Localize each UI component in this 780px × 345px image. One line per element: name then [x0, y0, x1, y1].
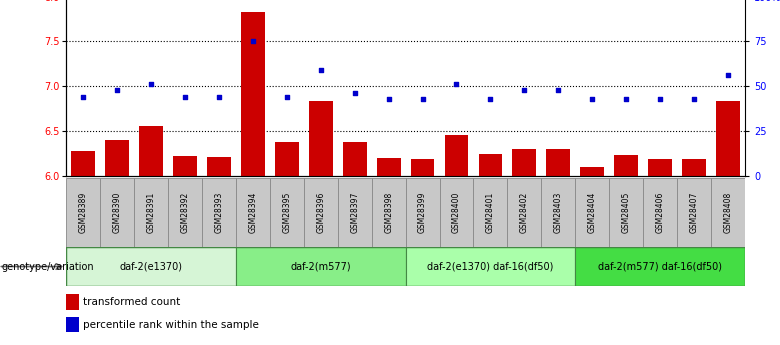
- Point: [586, 96, 598, 101]
- Bar: [72, 151, 95, 176]
- Text: daf-2(e1370) daf-16(df50): daf-2(e1370) daf-16(df50): [427, 262, 554, 272]
- Bar: [473, 178, 508, 247]
- Text: transformed count: transformed count: [83, 297, 180, 307]
- Bar: [576, 178, 609, 247]
- Text: GSM28408: GSM28408: [723, 191, 732, 233]
- Text: GSM28390: GSM28390: [112, 191, 122, 233]
- Bar: [576, 247, 745, 286]
- Point: [145, 82, 158, 87]
- Point: [77, 94, 90, 100]
- Bar: [406, 247, 576, 286]
- Bar: [202, 178, 236, 247]
- Bar: [140, 126, 163, 176]
- Bar: [677, 178, 711, 247]
- Bar: [541, 178, 576, 247]
- Text: GSM28394: GSM28394: [248, 191, 257, 233]
- Bar: [66, 294, 79, 310]
- Point: [111, 87, 123, 92]
- Bar: [304, 178, 338, 247]
- Text: GSM28404: GSM28404: [587, 191, 597, 233]
- Text: GSM28397: GSM28397: [350, 191, 360, 233]
- Bar: [507, 178, 541, 247]
- Bar: [716, 101, 739, 176]
- Bar: [371, 178, 406, 247]
- Bar: [270, 178, 304, 247]
- Text: percentile rank within the sample: percentile rank within the sample: [83, 320, 259, 330]
- Bar: [309, 101, 332, 176]
- Point: [382, 96, 395, 101]
- Bar: [134, 178, 168, 247]
- Bar: [241, 12, 264, 176]
- Point: [281, 94, 293, 100]
- Bar: [648, 159, 672, 176]
- Point: [722, 73, 734, 78]
- Point: [417, 96, 429, 101]
- Point: [246, 39, 259, 44]
- Bar: [682, 159, 706, 176]
- Point: [620, 96, 633, 101]
- Point: [179, 94, 191, 100]
- Point: [349, 91, 361, 96]
- Text: genotype/variation: genotype/variation: [2, 262, 94, 272]
- Text: GSM28399: GSM28399: [418, 191, 427, 233]
- Text: GSM28389: GSM28389: [79, 191, 88, 233]
- Text: GSM28406: GSM28406: [655, 191, 665, 233]
- Bar: [66, 247, 236, 286]
- Text: GSM28405: GSM28405: [622, 191, 631, 233]
- Bar: [643, 178, 677, 247]
- Bar: [580, 167, 604, 176]
- Text: GSM28395: GSM28395: [282, 191, 292, 233]
- Bar: [615, 155, 638, 176]
- Point: [688, 96, 700, 101]
- Text: GSM28393: GSM28393: [215, 191, 224, 233]
- Text: GSM28396: GSM28396: [316, 191, 325, 233]
- Text: GSM28391: GSM28391: [147, 191, 156, 233]
- Text: GSM28400: GSM28400: [452, 191, 461, 233]
- Bar: [343, 142, 367, 176]
- Point: [654, 96, 666, 101]
- Bar: [440, 178, 473, 247]
- Bar: [105, 140, 129, 176]
- Text: GSM28401: GSM28401: [486, 191, 495, 233]
- Text: daf-2(m577) daf-16(df50): daf-2(m577) daf-16(df50): [598, 262, 722, 272]
- Point: [552, 87, 565, 92]
- Bar: [101, 178, 134, 247]
- Bar: [338, 178, 372, 247]
- Point: [518, 87, 530, 92]
- Bar: [66, 317, 79, 333]
- Text: GSM28407: GSM28407: [690, 191, 699, 233]
- Point: [213, 94, 225, 100]
- Text: daf-2(m577): daf-2(m577): [290, 262, 351, 272]
- Text: daf-2(e1370): daf-2(e1370): [119, 262, 183, 272]
- Bar: [275, 142, 299, 176]
- Text: GSM28398: GSM28398: [384, 191, 393, 233]
- Bar: [236, 178, 270, 247]
- Bar: [479, 155, 502, 176]
- Bar: [207, 157, 231, 176]
- Bar: [168, 178, 202, 247]
- Bar: [406, 178, 440, 247]
- Text: GSM28402: GSM28402: [519, 191, 529, 233]
- Bar: [377, 158, 400, 176]
- Bar: [236, 247, 406, 286]
- Text: GSM28392: GSM28392: [180, 191, 190, 233]
- Bar: [512, 149, 536, 176]
- Text: GSM28403: GSM28403: [554, 191, 563, 233]
- Bar: [66, 178, 101, 247]
- Point: [450, 82, 463, 87]
- Bar: [411, 159, 434, 176]
- Bar: [445, 135, 468, 176]
- Bar: [711, 178, 745, 247]
- Bar: [609, 178, 643, 247]
- Point: [484, 96, 497, 101]
- Bar: [173, 156, 197, 176]
- Point: [314, 67, 327, 73]
- Bar: [547, 149, 570, 176]
